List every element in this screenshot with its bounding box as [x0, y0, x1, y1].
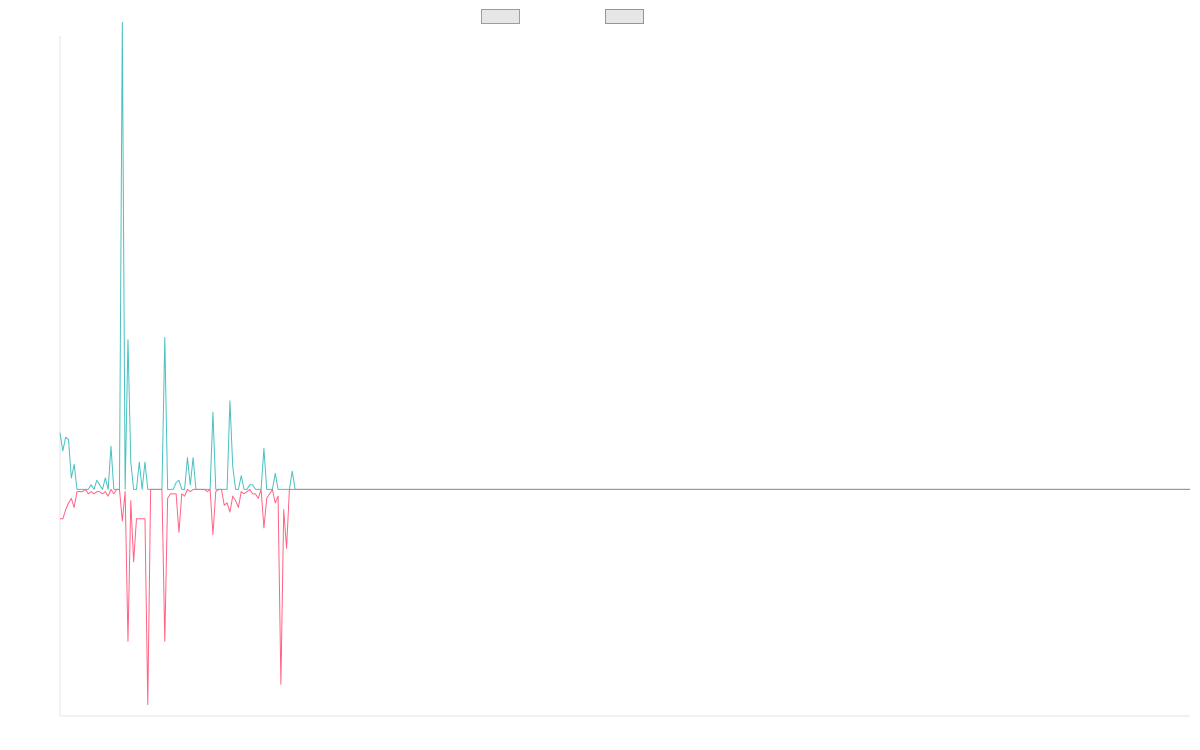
chart-legend [0, 9, 1200, 27]
legend-item-series-2[interactable] [605, 9, 650, 24]
series-line-1 [59, 21, 1190, 490]
legend-item-series-1[interactable] [481, 9, 526, 24]
legend-swatch-series-2 [605, 9, 644, 24]
legend-swatch-series-1 [481, 9, 520, 24]
series-layer [59, 21, 1190, 706]
series-line-2 [60, 488, 1190, 706]
